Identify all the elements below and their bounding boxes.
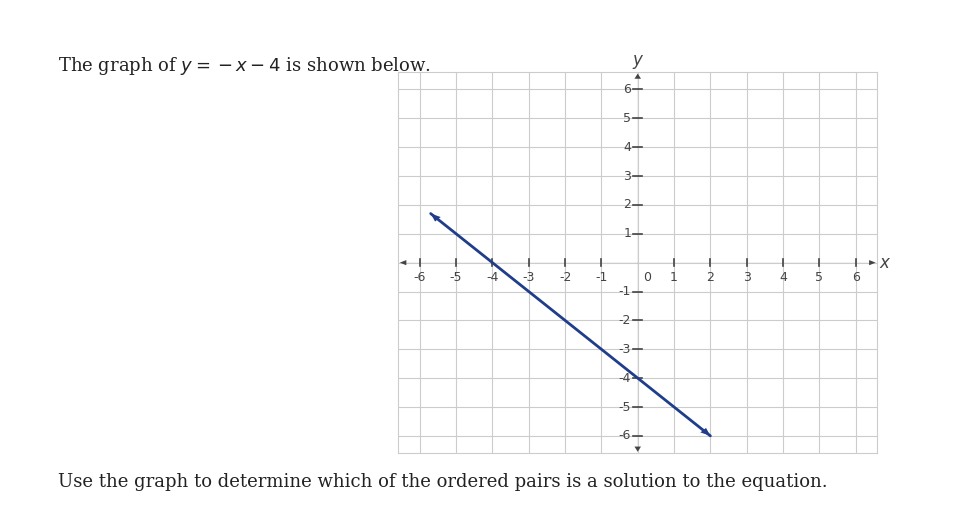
- Text: -6: -6: [619, 430, 631, 442]
- Text: 2: 2: [707, 271, 714, 284]
- Text: -5: -5: [450, 271, 462, 284]
- FancyArrow shape: [431, 214, 449, 228]
- Text: Use the graph to determine which of the ordered pairs is a solution to the equat: Use the graph to determine which of the …: [58, 473, 828, 490]
- FancyArrow shape: [400, 260, 876, 265]
- FancyArrow shape: [692, 421, 711, 436]
- Text: 6: 6: [623, 83, 631, 96]
- Text: -2: -2: [559, 271, 572, 284]
- Text: -3: -3: [619, 343, 631, 356]
- Text: -1: -1: [619, 285, 631, 298]
- Text: $y$: $y$: [632, 53, 643, 71]
- Text: -4: -4: [619, 372, 631, 385]
- FancyArrow shape: [400, 260, 876, 265]
- Text: 0: 0: [643, 271, 651, 284]
- Text: 1: 1: [670, 271, 678, 284]
- Text: 1: 1: [623, 227, 631, 241]
- Text: -1: -1: [596, 271, 608, 284]
- Text: 4: 4: [779, 271, 787, 284]
- Text: -5: -5: [619, 401, 631, 414]
- Text: 3: 3: [743, 271, 751, 284]
- Text: -6: -6: [413, 271, 426, 284]
- Text: The graph of $y = -x - 4$ is shown below.: The graph of $y = -x - 4$ is shown below…: [58, 55, 431, 77]
- Text: 5: 5: [623, 112, 631, 125]
- Text: $x$: $x$: [879, 254, 892, 271]
- Text: 6: 6: [852, 271, 859, 284]
- Text: 4: 4: [623, 141, 631, 153]
- Text: 2: 2: [623, 198, 631, 212]
- Text: -4: -4: [486, 271, 499, 284]
- Text: 3: 3: [623, 169, 631, 182]
- FancyArrow shape: [635, 74, 641, 452]
- Text: -3: -3: [523, 271, 535, 284]
- Text: 5: 5: [815, 271, 824, 284]
- FancyArrow shape: [635, 74, 641, 452]
- Text: -2: -2: [619, 314, 631, 327]
